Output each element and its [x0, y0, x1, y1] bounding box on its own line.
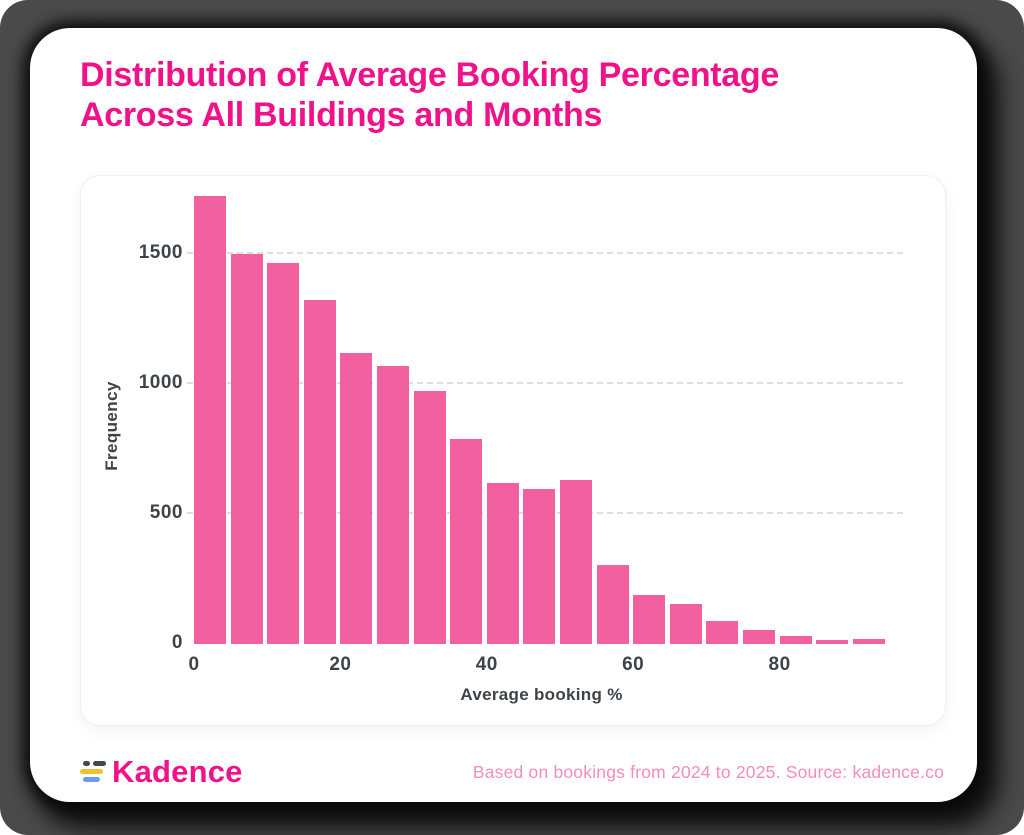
histogram-bar	[486, 482, 519, 644]
histogram-bar	[267, 263, 300, 644]
histogram-bar	[852, 639, 885, 644]
histogram-bar	[669, 603, 702, 644]
histogram-bar	[633, 594, 666, 644]
histogram-bar	[303, 299, 336, 644]
x-tick-label: 80	[768, 654, 791, 675]
y-tick-label: 1500	[138, 242, 183, 263]
gridline-y1500	[187, 252, 903, 254]
page-title-line1: Distribution of Average Booking Percenta…	[80, 56, 779, 94]
histogram-bar	[450, 438, 483, 644]
kadence-wordmark: Kadence	[112, 754, 243, 789]
histogram-bar	[779, 636, 812, 644]
histogram-bar	[523, 489, 556, 644]
x-tick-label: 40	[475, 654, 498, 675]
infographic-card: Distribution of Average Booking Percenta…	[30, 28, 977, 802]
y-tick-label: 1000	[138, 372, 183, 393]
footer: Kadence Based on bookings from 2024 to 2…	[80, 744, 944, 800]
x-axis-label: Average booking %	[460, 685, 623, 704]
x-tick-label: 0	[188, 654, 200, 675]
x-tick-label: 20	[329, 654, 352, 675]
histogram-bar	[596, 564, 629, 644]
histogram-bar	[230, 254, 263, 644]
page-title: Distribution of Average Booking Percenta…	[80, 56, 960, 136]
histogram-plot-area: Average booking % 0 500 1000 1500 0 20 40 60 80	[139, 189, 903, 704]
histogram-bar	[816, 639, 849, 644]
histogram-bar	[413, 390, 446, 644]
histogram-bar	[377, 365, 409, 644]
source-note: Based on bookings from 2024 to 2025. Sou…	[472, 761, 944, 782]
histogram-bar	[340, 352, 373, 644]
y-tick-label: 0	[171, 632, 183, 653]
y-axis-label: Frequency	[102, 381, 121, 471]
gridline-y1000	[187, 382, 903, 384]
histogram-bar	[743, 629, 775, 644]
kadence-logo-icon	[80, 760, 107, 784]
chart-panel: Frequency Average booking % 0 500 1000 1500…	[80, 175, 946, 726]
histogram-bar	[706, 621, 739, 644]
page-title-line2: Across All Buildings and Months	[80, 95, 603, 134]
histogram-bar	[194, 195, 226, 644]
kadence-logo: Kadence	[80, 754, 243, 790]
histogram-bar	[560, 480, 592, 644]
x-tick-label: 60	[622, 654, 645, 675]
y-tick-label: 500	[149, 502, 183, 523]
